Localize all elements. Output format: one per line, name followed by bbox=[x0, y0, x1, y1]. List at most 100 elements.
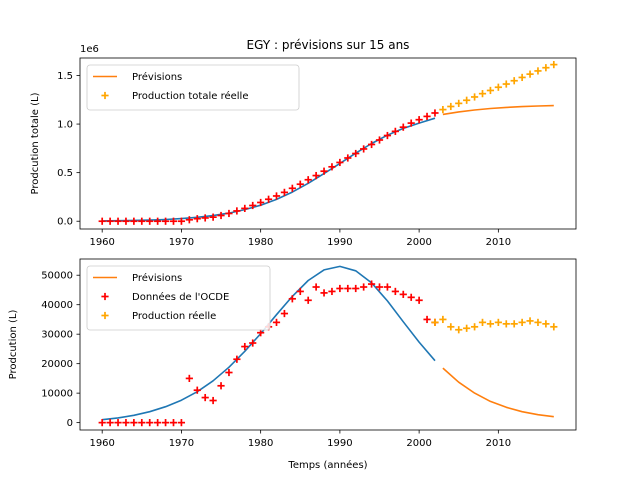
production-totale-r-elle-point bbox=[478, 90, 487, 98]
x-tick-label: 2000 bbox=[406, 438, 431, 449]
donn-es-de-l-ocde-point bbox=[407, 293, 415, 301]
series-2-point bbox=[114, 217, 122, 225]
donn-es-de-l-ocde-point bbox=[114, 419, 122, 427]
donn-es-de-l-ocde-point bbox=[146, 419, 154, 427]
y-tick-label: 50000 bbox=[41, 271, 73, 282]
production-totale-r-elle-point bbox=[510, 77, 518, 85]
production-r-elle-point bbox=[550, 323, 558, 331]
x-axis-label: Temps (années) bbox=[287, 459, 367, 471]
series-2-point bbox=[320, 167, 328, 175]
series-0-line bbox=[102, 117, 436, 222]
donn-es-de-l-ocde-point bbox=[154, 419, 162, 427]
x-tick-label: 1980 bbox=[248, 438, 273, 449]
production-totale-r-elle-point bbox=[470, 93, 479, 101]
production-r-elle-point bbox=[447, 323, 455, 331]
series-2-point bbox=[375, 136, 384, 144]
series-2-point bbox=[98, 217, 106, 225]
donn-es-de-l-ocde-point bbox=[312, 283, 320, 291]
donn-es-de-l-ocde-point bbox=[130, 419, 138, 427]
series-2-point bbox=[423, 112, 431, 120]
y-tick-label: 1.5 bbox=[57, 71, 73, 82]
production-r-elle-point bbox=[542, 320, 550, 328]
series-2-point bbox=[241, 204, 249, 213]
donn-es-de-l-ocde-point bbox=[367, 280, 376, 288]
series-2-point bbox=[431, 109, 439, 117]
legend: Prévisions Production totale réelle bbox=[86, 64, 300, 111]
donn-es-de-l-ocde-point bbox=[177, 419, 186, 427]
production-totale-r-elle-point bbox=[534, 67, 542, 75]
series-2-point bbox=[288, 184, 296, 192]
donn-es-de-l-ocde-point bbox=[209, 396, 217, 405]
x-tick-label: 2010 bbox=[486, 237, 511, 248]
donn-es-de-l-ocde-point bbox=[320, 289, 328, 297]
donn-es-de-l-ocde-point bbox=[423, 315, 431, 324]
donn-es-de-l-ocde-point bbox=[344, 284, 352, 293]
donn-es-de-l-ocde-point bbox=[288, 295, 296, 303]
x-tick-label: 1970 bbox=[169, 438, 194, 449]
series-2-point bbox=[201, 214, 209, 222]
series-2-point bbox=[233, 207, 241, 215]
x-tick-label: 1960 bbox=[89, 438, 114, 449]
legend-label-production-r-elle: Production réelle bbox=[132, 310, 216, 322]
production-totale-r-elle-point bbox=[455, 99, 463, 107]
donn-es-de-l-ocde-point bbox=[233, 355, 241, 363]
donn-es-de-l-ocde-point bbox=[201, 393, 209, 402]
y-tick-label: 0 bbox=[67, 418, 73, 429]
production-totale-r-elle-point bbox=[463, 96, 471, 104]
legend-label-pr-visions: Prévisions bbox=[132, 71, 182, 83]
series-2-point bbox=[391, 127, 399, 135]
production-r-elle-point bbox=[502, 320, 510, 328]
donn-es-de-l-ocde-point bbox=[249, 339, 257, 347]
donn-es-de-l-ocde-point bbox=[138, 419, 146, 427]
series-2-point bbox=[217, 211, 225, 220]
plot-frame bbox=[79, 57, 577, 230]
x-tick-label: 1990 bbox=[327, 438, 352, 449]
donn-es-de-l-ocde-point bbox=[122, 419, 130, 427]
series-2-point bbox=[257, 198, 265, 207]
production-r-elle-point bbox=[518, 318, 526, 326]
series-2-point bbox=[177, 217, 186, 225]
donn-es-de-l-ocde-point bbox=[360, 283, 368, 291]
pr-visions-line bbox=[442, 104, 554, 116]
series-2-point bbox=[407, 119, 415, 127]
y-tick-label: 20000 bbox=[41, 359, 73, 370]
series-2-point bbox=[352, 149, 360, 158]
y-tick-label: 10000 bbox=[41, 389, 73, 400]
donn-es-de-l-ocde-point bbox=[193, 386, 201, 394]
donn-es-de-l-ocde-point bbox=[98, 419, 106, 427]
legend-label-donn-es-de-l-ocde: Données de l'OCDE bbox=[132, 291, 229, 303]
donn-es-de-l-ocde-point bbox=[375, 283, 384, 291]
production-totale-r-elle-point bbox=[502, 80, 510, 88]
plot-frame bbox=[79, 258, 577, 431]
series-2-point bbox=[304, 176, 312, 184]
series-2-point bbox=[193, 215, 201, 223]
donn-es-de-l-ocde-point bbox=[241, 342, 249, 351]
y-tick-label: 30000 bbox=[41, 330, 73, 341]
series-2-point bbox=[336, 158, 344, 167]
series-2-point bbox=[280, 188, 289, 196]
production-totale-r-elle-point bbox=[486, 86, 495, 95]
production-totale-r-elle-point bbox=[439, 105, 447, 114]
series-2-point bbox=[383, 131, 392, 140]
donn-es-de-l-ocde-point bbox=[336, 284, 344, 293]
top-chart-panel: 1960 1970 1980 1990 2000 2010 0.0 0.5 1.0 1.5 1e6 P… bbox=[30, 44, 577, 248]
donn-es-de-l-ocde-point bbox=[391, 287, 399, 296]
production-r-elle-point bbox=[510, 320, 518, 328]
production-r-elle-point bbox=[486, 320, 495, 328]
production-r-elle-point bbox=[455, 326, 463, 334]
y-tick-label: 1.0 bbox=[57, 120, 73, 131]
series-2-point bbox=[138, 217, 146, 225]
production-totale-r-elle-point bbox=[518, 73, 526, 82]
production-r-elle-point bbox=[463, 324, 471, 332]
donn-es-de-l-ocde-point bbox=[217, 382, 225, 390]
x-tick-label: 2010 bbox=[486, 438, 511, 449]
x-tick-label: 1990 bbox=[327, 237, 352, 248]
bottom-chart-panel: 1960 1970 1980 1990 2000 2010 0 10000 20000 30000… bbox=[8, 258, 577, 471]
series-2-point bbox=[154, 217, 162, 225]
donn-es-de-l-ocde-point bbox=[161, 419, 170, 427]
series-2-point bbox=[249, 201, 257, 210]
series-2-point bbox=[399, 123, 407, 131]
legend-label-pr-visions: Prévisions bbox=[132, 272, 182, 284]
production-totale-r-elle-point bbox=[447, 102, 455, 111]
legend-box bbox=[86, 265, 271, 331]
